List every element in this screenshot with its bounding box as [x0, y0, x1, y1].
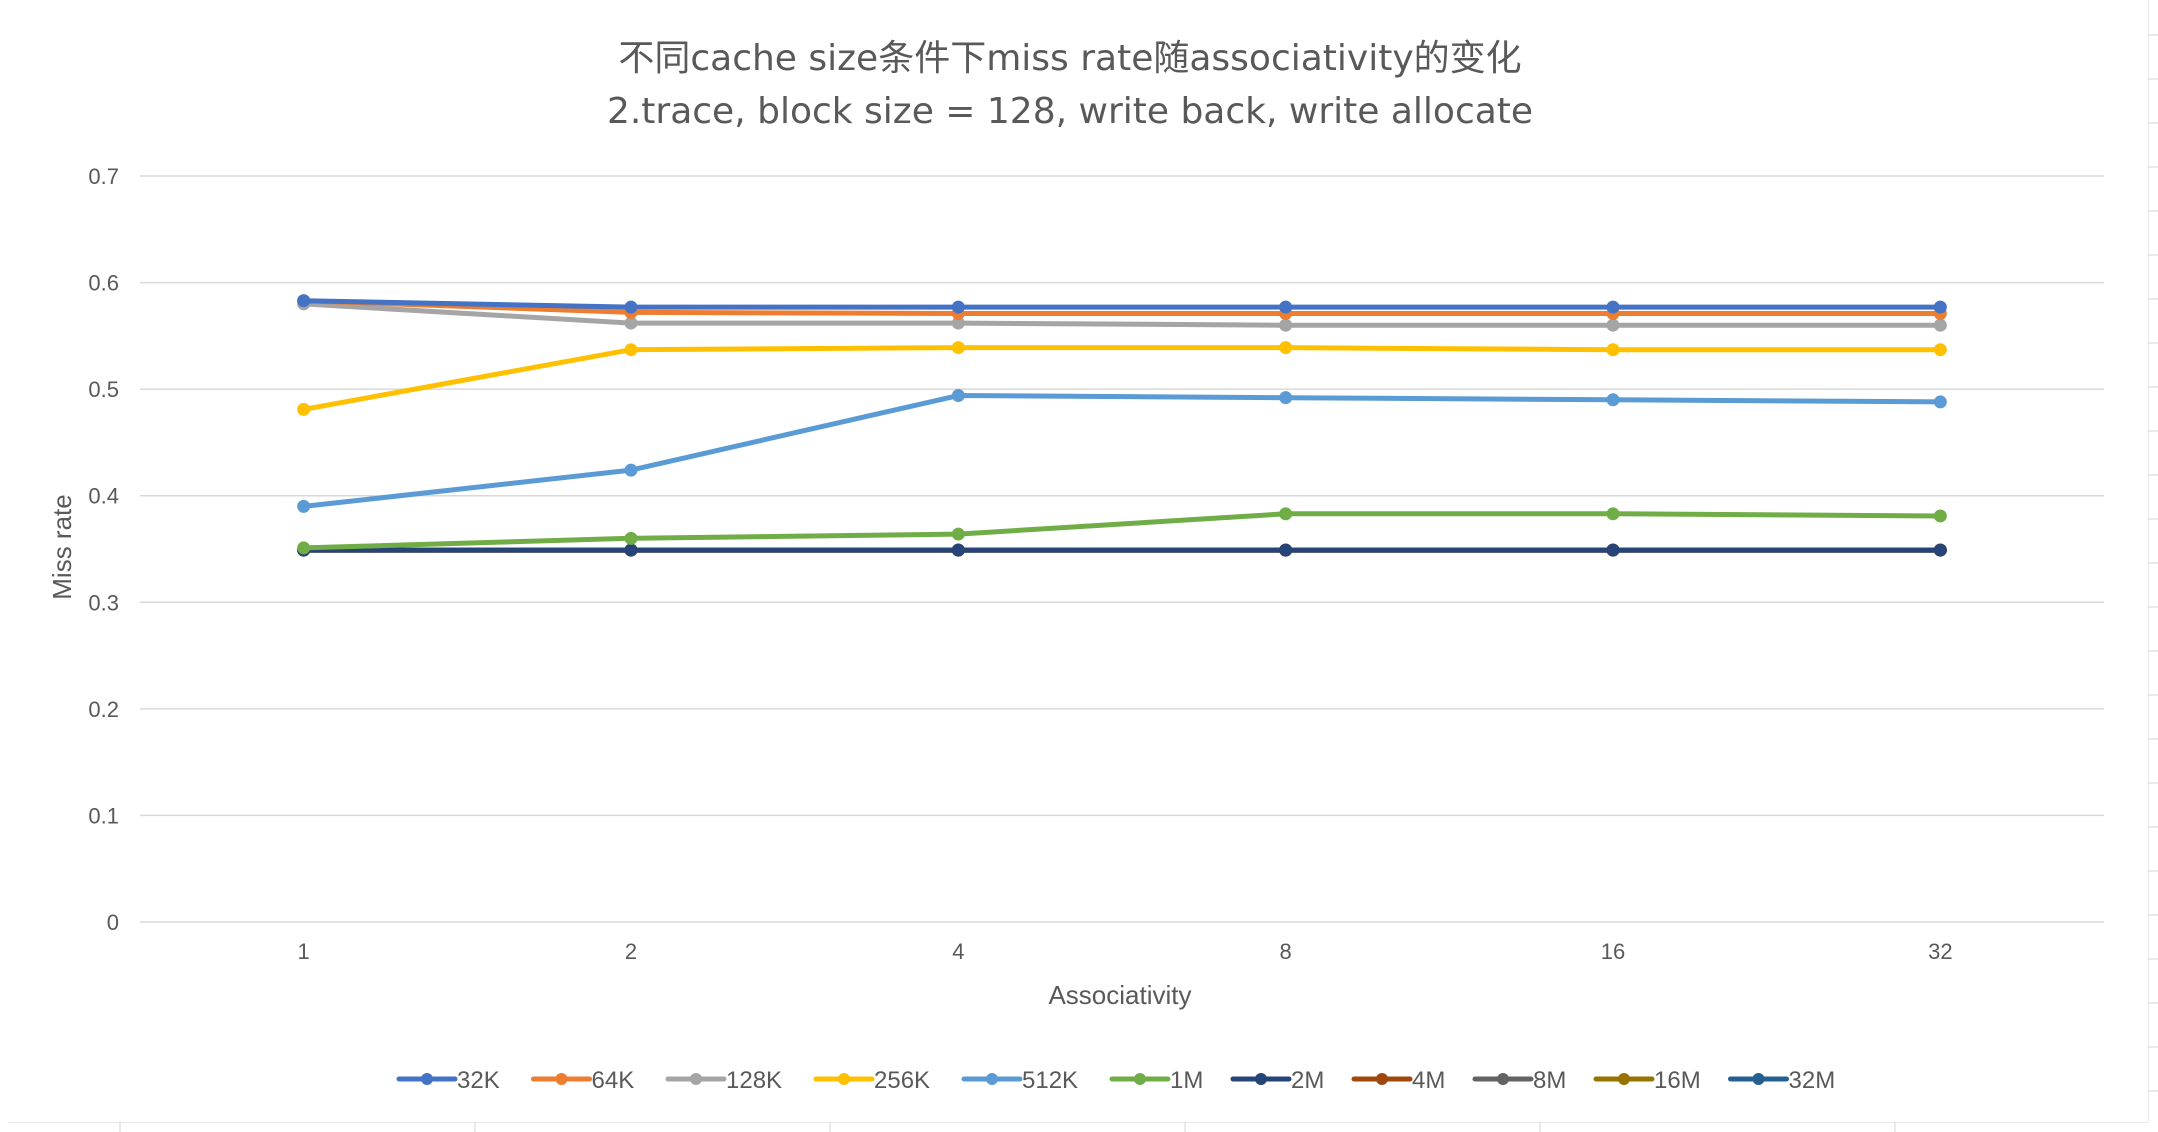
legend-label: 32K [457, 1067, 500, 1094]
x-axis-title: Associativity [1048, 980, 1191, 1010]
legend-label: 64K [592, 1067, 635, 1094]
legend-marker [1497, 1073, 1509, 1085]
legend-label: 16M [1654, 1067, 1701, 1094]
data-point[interactable] [1279, 341, 1292, 354]
data-point[interactable] [952, 544, 965, 557]
x-tick-label: 2 [625, 939, 637, 964]
legend-marker [1134, 1073, 1146, 1085]
data-point[interactable] [1607, 343, 1620, 356]
data-point[interactable] [1607, 301, 1620, 314]
data-point[interactable] [625, 301, 638, 314]
data-point[interactable] [297, 541, 310, 554]
data-point[interactable] [1279, 319, 1292, 332]
data-point[interactable] [625, 464, 638, 477]
data-point[interactable] [1607, 319, 1620, 332]
legend-label: 512K [1022, 1067, 1078, 1094]
data-point[interactable] [1934, 301, 1947, 314]
chart-subtitle: 2.trace, block size = 128, write back, w… [607, 91, 1533, 132]
data-point[interactable] [1934, 509, 1947, 522]
data-point[interactable] [625, 343, 638, 356]
x-tick-label: 4 [952, 939, 964, 964]
legend-marker [1753, 1073, 1765, 1085]
legend-label: 128K [726, 1067, 782, 1094]
data-point[interactable] [1279, 507, 1292, 520]
legend-marker [556, 1073, 568, 1085]
data-point[interactable] [297, 500, 310, 513]
data-point[interactable] [1279, 301, 1292, 314]
legend-marker [690, 1073, 702, 1085]
chart-area[interactable] [8, 0, 2148, 1122]
data-point[interactable] [1934, 544, 1947, 557]
data-point[interactable] [952, 528, 965, 541]
legend-marker [1618, 1073, 1630, 1085]
legend-label: 256K [874, 1067, 930, 1094]
y-tick-label: 0 [107, 910, 119, 935]
x-tick-label: 8 [1280, 939, 1292, 964]
y-tick-label: 0.7 [88, 164, 119, 189]
data-point[interactable] [1607, 544, 1620, 557]
data-point[interactable] [1934, 395, 1947, 408]
data-point[interactable] [1934, 319, 1947, 332]
data-point[interactable] [297, 403, 310, 416]
data-point[interactable] [1607, 393, 1620, 406]
legend-marker [838, 1073, 850, 1085]
x-tick-label: 32 [1928, 939, 1952, 964]
data-point[interactable] [952, 341, 965, 354]
y-tick-label: 0.5 [88, 377, 119, 402]
y-tick-label: 0.6 [88, 271, 119, 296]
legend-label: 1M [1170, 1067, 1203, 1094]
y-axis-title: Miss rate [47, 494, 77, 599]
chart-title: 不同cache size条件下miss rate随associativity的变… [618, 38, 1521, 79]
legend-marker [421, 1073, 433, 1085]
legend-marker [986, 1073, 998, 1085]
data-point[interactable] [1279, 391, 1292, 404]
data-point[interactable] [297, 294, 310, 307]
data-point[interactable] [1934, 343, 1947, 356]
legend-label: 8M [1533, 1067, 1566, 1094]
data-point[interactable] [1279, 544, 1292, 557]
data-point[interactable] [1607, 507, 1620, 520]
y-tick-label: 0.3 [88, 590, 119, 615]
x-tick-label: 16 [1601, 939, 1625, 964]
y-tick-label: 0.4 [88, 484, 119, 509]
legend-label: 4M [1412, 1067, 1445, 1094]
legend-label: 2M [1291, 1067, 1324, 1094]
legend-marker [1255, 1073, 1267, 1085]
data-point[interactable] [952, 301, 965, 314]
data-point[interactable] [625, 544, 638, 557]
y-tick-label: 0.2 [88, 697, 119, 722]
data-point[interactable] [952, 389, 965, 402]
legend-label: 32M [1789, 1067, 1836, 1094]
data-point[interactable] [625, 532, 638, 545]
y-tick-label: 0.1 [88, 803, 119, 828]
legend-marker [1376, 1073, 1388, 1085]
x-tick-label: 1 [298, 939, 310, 964]
